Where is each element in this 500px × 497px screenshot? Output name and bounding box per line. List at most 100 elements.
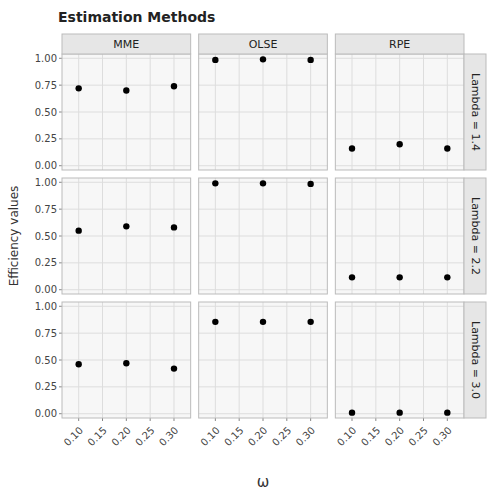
row-strip <box>464 178 486 294</box>
x-tick-label: 0.15 <box>85 425 109 449</box>
point <box>396 141 402 147</box>
y-tick-label: 0.50 <box>35 107 57 118</box>
point <box>212 180 218 186</box>
y-tick-label: 0.75 <box>35 328 57 339</box>
panel: 0.100.150.200.250.30 <box>335 302 464 448</box>
x-tick-label: 0.10 <box>62 425 86 449</box>
panel-background <box>62 54 191 170</box>
x-tick-label: 0.20 <box>246 425 270 449</box>
point <box>444 145 450 151</box>
point <box>75 85 81 91</box>
panel-background <box>62 302 191 418</box>
y-tick-label: 1.00 <box>35 301 57 312</box>
panel-frame <box>335 302 464 418</box>
points <box>212 56 314 63</box>
grid-line <box>239 54 240 170</box>
grid-line <box>352 54 353 170</box>
column-label: MME <box>113 38 139 51</box>
point <box>307 319 313 325</box>
panel-background <box>199 178 328 294</box>
grid-line <box>447 54 448 170</box>
grid-line <box>150 178 151 294</box>
row-strip <box>464 302 486 418</box>
row-label: Lambda = 2.2 <box>469 197 482 275</box>
point <box>171 224 177 230</box>
point <box>75 227 81 233</box>
panel-background <box>335 178 464 294</box>
point <box>349 145 355 151</box>
x-tick-label: 0.20 <box>109 425 133 449</box>
row-label: Lambda = 1.4 <box>469 73 482 151</box>
y-tick-label: 0.50 <box>35 355 57 366</box>
grid-line <box>375 178 376 294</box>
panel: 0.000.250.500.751.00 <box>35 53 191 171</box>
y-tick-label: 0.25 <box>35 257 57 268</box>
point <box>123 87 129 93</box>
y-tick-label: 1.00 <box>35 53 57 64</box>
panel-frame <box>335 54 464 170</box>
panel-frame <box>62 178 191 294</box>
panel <box>335 178 464 294</box>
grid-line <box>215 178 216 294</box>
grid-line <box>102 302 103 418</box>
grid-line <box>173 302 174 418</box>
grid-line <box>102 54 103 170</box>
point <box>349 274 355 280</box>
column-strip <box>335 34 464 54</box>
panel-background <box>199 54 328 170</box>
grid-line <box>239 178 240 294</box>
points <box>349 274 451 280</box>
grid-line <box>375 302 376 418</box>
grid-line <box>126 54 127 170</box>
y-tick-label: 0.75 <box>35 80 57 91</box>
point <box>171 365 177 371</box>
points <box>75 83 177 94</box>
panel: 0.000.250.500.751.000.100.150.200.250.30 <box>35 301 191 448</box>
panel-frame <box>199 54 328 170</box>
grid-line <box>352 302 353 418</box>
grid-line <box>263 178 264 294</box>
panel: 0.100.150.200.250.30 <box>198 302 327 448</box>
point <box>212 319 218 325</box>
grid-line <box>126 178 127 294</box>
y-tick-label: 0.00 <box>35 160 57 171</box>
x-axis-label: ω <box>257 473 270 491</box>
x-tick-label: 0.10 <box>198 425 222 449</box>
grid-line <box>78 54 79 170</box>
grid-line <box>78 178 79 294</box>
grid-line <box>263 54 264 170</box>
point <box>349 409 355 415</box>
panel-frame <box>335 178 464 294</box>
points <box>349 141 451 152</box>
points <box>349 409 451 415</box>
grid-line <box>215 54 216 170</box>
y-axis-label: Efficiency values <box>7 186 21 287</box>
grid-line <box>399 302 400 418</box>
x-tick-label: 0.30 <box>294 425 318 449</box>
grid-line <box>173 178 174 294</box>
point <box>444 274 450 280</box>
y-tick-label: 1.00 <box>35 177 57 188</box>
grid-line <box>423 54 424 170</box>
row-strip <box>464 54 486 170</box>
x-tick-label: 0.30 <box>157 425 181 449</box>
point <box>396 409 402 415</box>
grid-line <box>423 178 424 294</box>
grid-line <box>78 302 79 418</box>
column-label: RPE <box>389 38 410 51</box>
grid-line <box>102 178 103 294</box>
panel-background <box>199 302 328 418</box>
panel <box>199 54 328 170</box>
x-tick-label: 0.25 <box>133 425 157 449</box>
point <box>212 57 218 63</box>
panel-frame <box>62 54 191 170</box>
x-tick-label: 0.25 <box>270 425 294 449</box>
points <box>212 319 314 325</box>
grid-line <box>447 302 448 418</box>
grid-line <box>150 54 151 170</box>
y-tick-label: 0.75 <box>35 204 57 215</box>
column-strip <box>62 34 191 54</box>
point <box>260 56 266 62</box>
points <box>75 360 177 372</box>
point <box>260 319 266 325</box>
